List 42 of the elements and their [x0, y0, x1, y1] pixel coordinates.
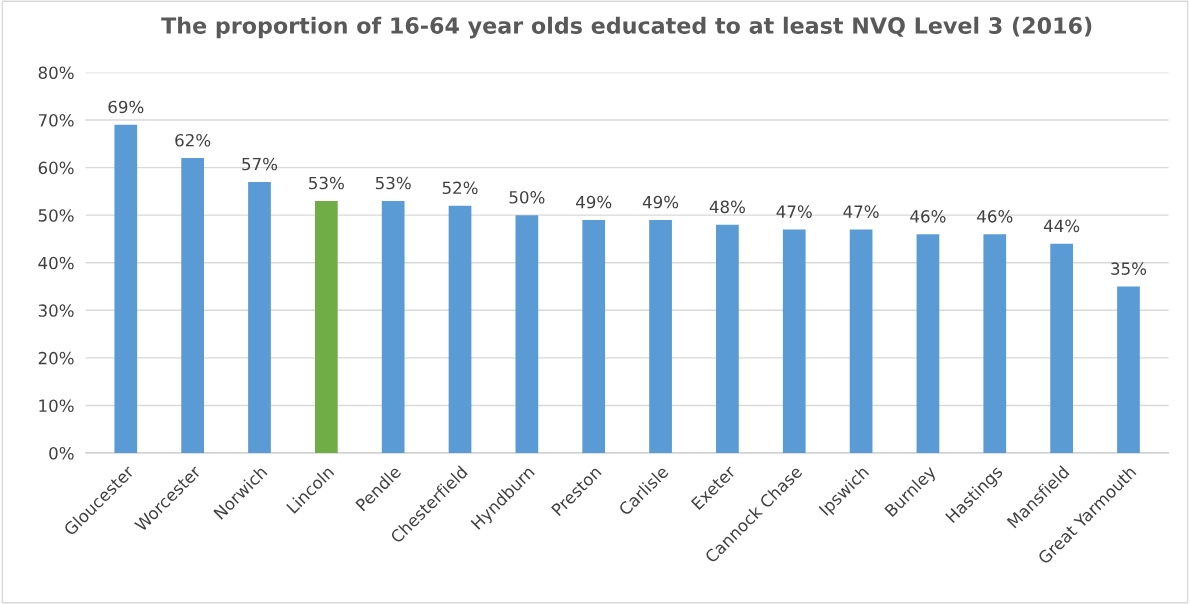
y-tick-label: 0% [49, 446, 74, 460]
data-label: 48% [709, 200, 745, 214]
bar [849, 229, 873, 453]
y-tick-label: 70% [38, 114, 74, 127]
bar [381, 200, 405, 453]
data-label: 69% [108, 100, 144, 114]
y-tick-label: 30% [38, 304, 74, 317]
data-label: 44% [1043, 219, 1080, 233]
data-label: 57% [242, 157, 278, 171]
bar [114, 124, 138, 453]
data-label: 35% [1111, 262, 1147, 275]
data-label: 49% [576, 195, 612, 209]
bar [1050, 243, 1073, 453]
y-tick-label: 20% [38, 351, 74, 365]
data-label: 53% [375, 176, 411, 190]
data-label: 49% [642, 195, 679, 209]
y-tick-label: 80% [38, 66, 74, 80]
bar [515, 215, 539, 453]
bar [582, 219, 606, 453]
data-label: 62% [175, 133, 211, 147]
bar [1117, 286, 1140, 453]
bar [782, 229, 806, 453]
data-label: 46% [910, 210, 946, 223]
data-label: 53% [309, 176, 344, 190]
y-tick-label: 40% [38, 256, 74, 270]
bar [649, 219, 672, 453]
bar [181, 158, 204, 453]
bar [716, 224, 739, 453]
data-label: 52% [442, 181, 478, 195]
data-label: 50% [509, 191, 545, 204]
y-tick-label: 10% [39, 399, 74, 412]
chart-title: The proportion of 16-64 year olds educated to at least NVQ Level 3 (2016) [161, 16, 1092, 39]
data-label: 47% [776, 205, 812, 218]
y-tick-label: 50% [38, 209, 74, 222]
bar [314, 200, 338, 453]
bar [916, 234, 940, 453]
data-label: 47% [843, 205, 879, 218]
bar [248, 181, 271, 453]
bar [448, 205, 472, 453]
bar [983, 234, 1007, 453]
y-tick-label: 60% [38, 161, 74, 175]
data-label: 46% [977, 210, 1013, 223]
